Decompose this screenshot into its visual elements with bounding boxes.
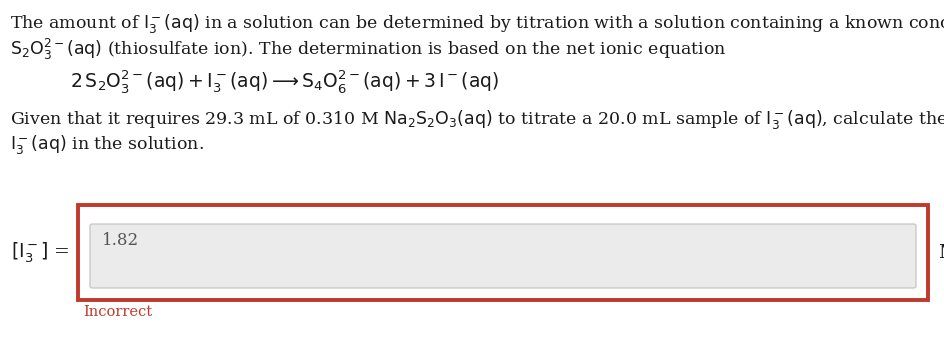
- Text: 1.82: 1.82: [102, 232, 139, 249]
- Text: $\mathrm{S_2O_3^{2-}(aq)}$ (thiosulfate ion). The determination is based on the : $\mathrm{S_2O_3^{2-}(aq)}$ (thiosulfate …: [10, 37, 726, 62]
- Text: $\mathrm{I_3^-(aq)}$ in the solution.: $\mathrm{I_3^-(aq)}$ in the solution.: [10, 133, 204, 156]
- Text: Incorrect: Incorrect: [83, 305, 152, 319]
- FancyBboxPatch shape: [90, 224, 915, 288]
- Text: $\mathrm{[I_3^-]}$ =: $\mathrm{[I_3^-]}$ =: [11, 240, 70, 265]
- Text: The amount of $\mathrm{I_3^-(aq)}$ in a solution can be determined by titration : The amount of $\mathrm{I_3^-(aq)}$ in a …: [10, 12, 944, 35]
- Bar: [78, 205, 927, 300]
- Text: M: M: [937, 244, 944, 261]
- Text: Given that it requires 29.3 mL of 0.310 M $\mathrm{Na_2S_2O_3(aq)}$ to titrate a: Given that it requires 29.3 mL of 0.310 …: [10, 108, 944, 131]
- Text: $\mathrm{2\,S_2O_3^{2-}(aq) + I_3^-(aq) \longrightarrow S_4O_6^{2-}(aq) + 3\,I^-: $\mathrm{2\,S_2O_3^{2-}(aq) + I_3^-(aq) …: [70, 68, 498, 95]
